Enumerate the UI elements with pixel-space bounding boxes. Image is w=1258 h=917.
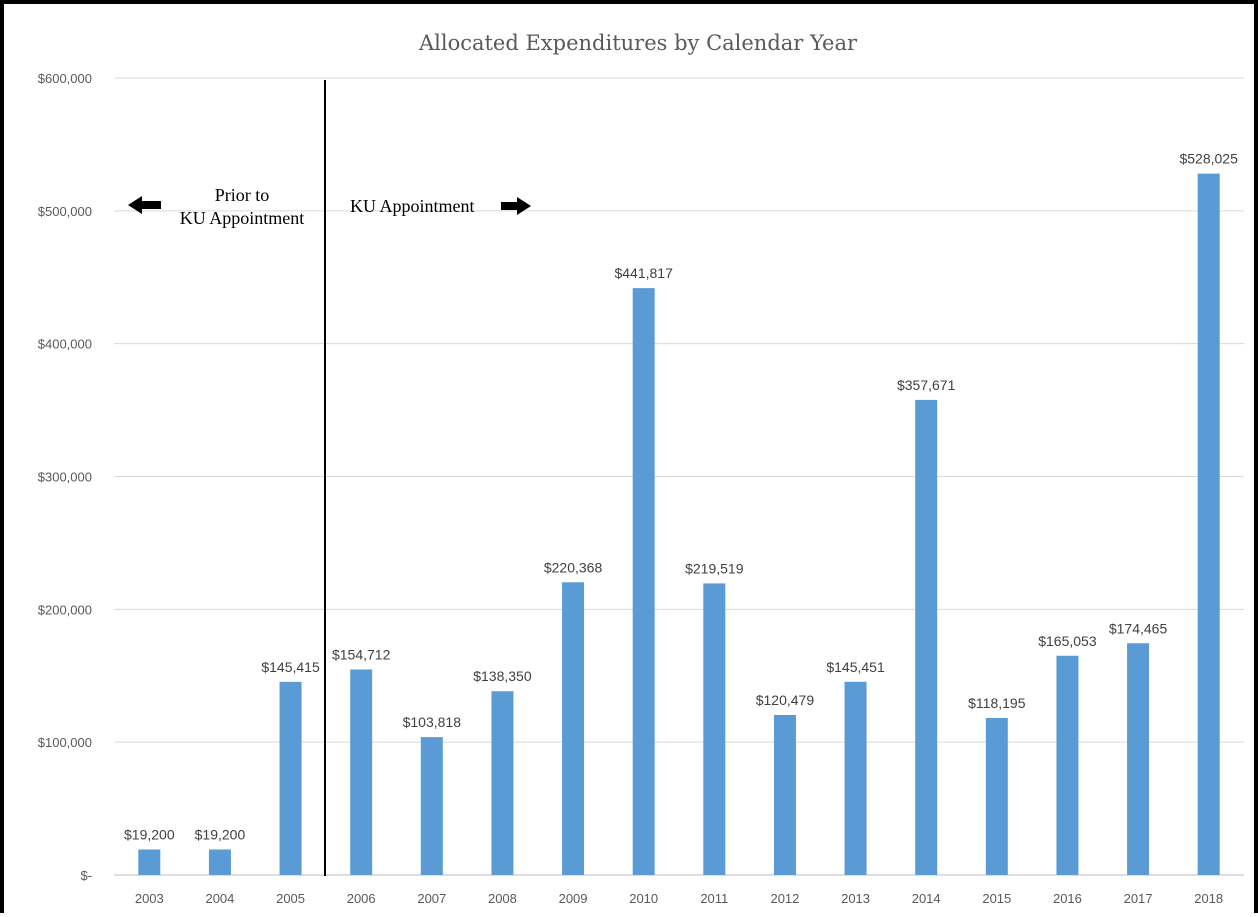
data-label: $145,415 — [261, 659, 320, 675]
data-label: $19,200 — [195, 826, 246, 842]
data-label: $357,671 — [897, 377, 956, 393]
data-label: $219,519 — [685, 560, 744, 576]
x-tick-label: 2017 — [1124, 891, 1153, 906]
x-tick-label: 2015 — [982, 891, 1011, 906]
data-label: $118,195 — [968, 695, 1026, 711]
bar — [703, 583, 726, 875]
data-label: $154,712 — [332, 646, 391, 662]
right-arrow-icon — [501, 197, 531, 215]
y-axis: $- $100,000 $200,000 $300,000 $400,000 $500,0… — [38, 71, 92, 883]
y-tick-label: $200,000 — [38, 602, 92, 617]
data-label: $138,350 — [473, 668, 532, 684]
x-tick-label: 2004 — [205, 891, 234, 906]
y-tick-label: $100,000 — [38, 735, 92, 750]
bar — [773, 714, 796, 875]
data-label: $145,451 — [826, 659, 885, 675]
data-label: $174,465 — [1109, 620, 1168, 636]
data-label: $220,368 — [544, 559, 603, 575]
x-tick-label: 2008 — [488, 891, 517, 906]
y-tick-label: $400,000 — [38, 337, 92, 352]
bar — [138, 849, 161, 875]
data-label: $528,025 — [1179, 151, 1238, 167]
data-label: $441,817 — [614, 265, 673, 281]
bar — [1056, 655, 1079, 875]
bar — [279, 681, 302, 875]
bar — [420, 737, 443, 875]
bar — [208, 849, 231, 875]
data-label: $165,053 — [1038, 633, 1097, 649]
data-label: $120,479 — [756, 692, 815, 708]
x-tick-label: 2012 — [770, 891, 799, 906]
y-tick-label: $600,000 — [38, 71, 92, 86]
x-tick-label: 2014 — [912, 891, 941, 906]
x-tick-label: 2013 — [841, 891, 870, 906]
x-tick-label: 2003 — [135, 891, 164, 906]
bar — [562, 582, 585, 875]
bar — [985, 717, 1008, 875]
bars — [138, 173, 1220, 875]
bar — [491, 691, 514, 875]
y-tick-label: $300,000 — [38, 470, 92, 485]
ku-annotation: KU Appointment — [350, 196, 475, 216]
bar — [1197, 173, 1220, 875]
bar — [350, 669, 373, 875]
left-arrow-icon — [128, 196, 161, 214]
annotations: Prior to KU Appointment KU Appointment — [128, 80, 531, 876]
x-tick-label: 2011 — [700, 891, 728, 906]
x-tick-label: 2018 — [1194, 891, 1223, 906]
x-tick-label: 2016 — [1053, 891, 1082, 906]
grid-lines — [114, 77, 1244, 876]
bar-chart: Allocated Expenditures by Calendar Year … — [38, 31, 1244, 906]
x-tick-label: 2006 — [347, 891, 376, 906]
data-labels: $19,200 $19,200 $145,415 $154,712 $103,818 $1… — [124, 151, 1238, 843]
data-label: $19,200 — [124, 826, 175, 842]
x-tick-label: 2005 — [276, 891, 305, 906]
x-tick-label: 2010 — [629, 891, 658, 906]
bar — [844, 681, 867, 875]
x-axis: 2003 2004 2005 2006 2007 2008 2009 2010 2011 2012… — [135, 891, 1223, 906]
data-label: $103,818 — [403, 714, 462, 730]
y-tick-label: $500,000 — [38, 204, 92, 219]
prior-annotation-line2: KU Appointment — [180, 208, 305, 228]
x-tick-label: 2007 — [417, 891, 446, 906]
chart-title: Allocated Expenditures by Calendar Year — [418, 31, 858, 55]
bar — [915, 399, 938, 875]
x-tick-label: 2009 — [559, 891, 588, 906]
y-tick-label: $- — [80, 868, 92, 883]
bar — [632, 288, 655, 875]
bar — [1127, 643, 1150, 875]
prior-annotation-line1: Prior to — [215, 185, 270, 205]
